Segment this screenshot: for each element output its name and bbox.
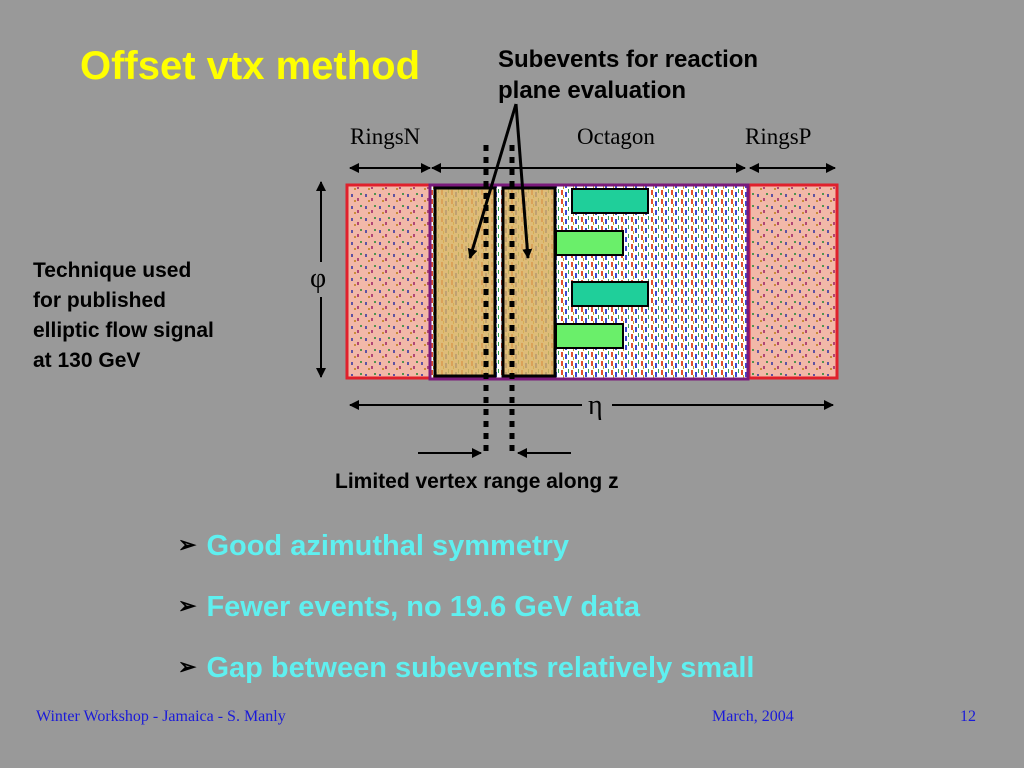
rings-n-texture [349,187,433,376]
rings-p-label: RingsP [745,124,812,149]
bullet-text-2: Fewer events, no 19.6 GeV data [206,591,641,623]
octagon-label: Octagon [577,124,655,149]
pad-1 [571,188,649,214]
subevent-pointer-right [514,103,533,259]
pad-2 [555,230,624,256]
bullet-text-1: Good azimuthal symmetry [206,530,570,562]
technique-note: Technique used for published elliptic fl… [33,256,214,376]
footer-event: Winter Workshop - Jamaica - S. Manly [36,708,286,725]
eta-symbol: η [588,390,603,421]
footer-date: March, 2004 [712,708,794,725]
subevent-pointer-left [467,103,518,259]
phi-symbol: φ [310,263,327,294]
bullet-item: ➢ Gap between subevents relatively small [178,652,754,685]
subevents-label: Subevents for reaction plane evaluation [498,44,758,106]
bullet-text-3: Gap between subevents relatively small [206,652,755,684]
rings-p-texture [751,187,835,376]
vertex-range-label: Limited vertex range along z [335,470,619,493]
subevents-label-line1: Subevents for reaction [498,46,759,73]
technique-line-1: Technique used [33,259,192,282]
pad-3 [571,281,649,307]
technique-line-4: at 130 GeV [33,349,141,372]
rings-n-label: RingsN [350,124,421,149]
technique-line-3: elliptic flow signal [33,319,214,342]
bullet-arrow-icon: ➢ [178,654,197,679]
subevents-label-line2: plane evaluation [498,77,687,104]
technique-line-2: for published [33,289,166,312]
bullet-arrow-icon: ➢ [178,532,197,557]
bullet-item: ➢ Good azimuthal symmetry [178,530,569,563]
pad-4 [555,323,624,349]
slide-title: Offset vtx method [80,44,421,88]
bullet-item: ➢ Fewer events, no 19.6 GeV data [178,591,640,624]
bullet-arrow-icon: ➢ [178,593,197,618]
footer-page-number: 12 [960,708,976,725]
